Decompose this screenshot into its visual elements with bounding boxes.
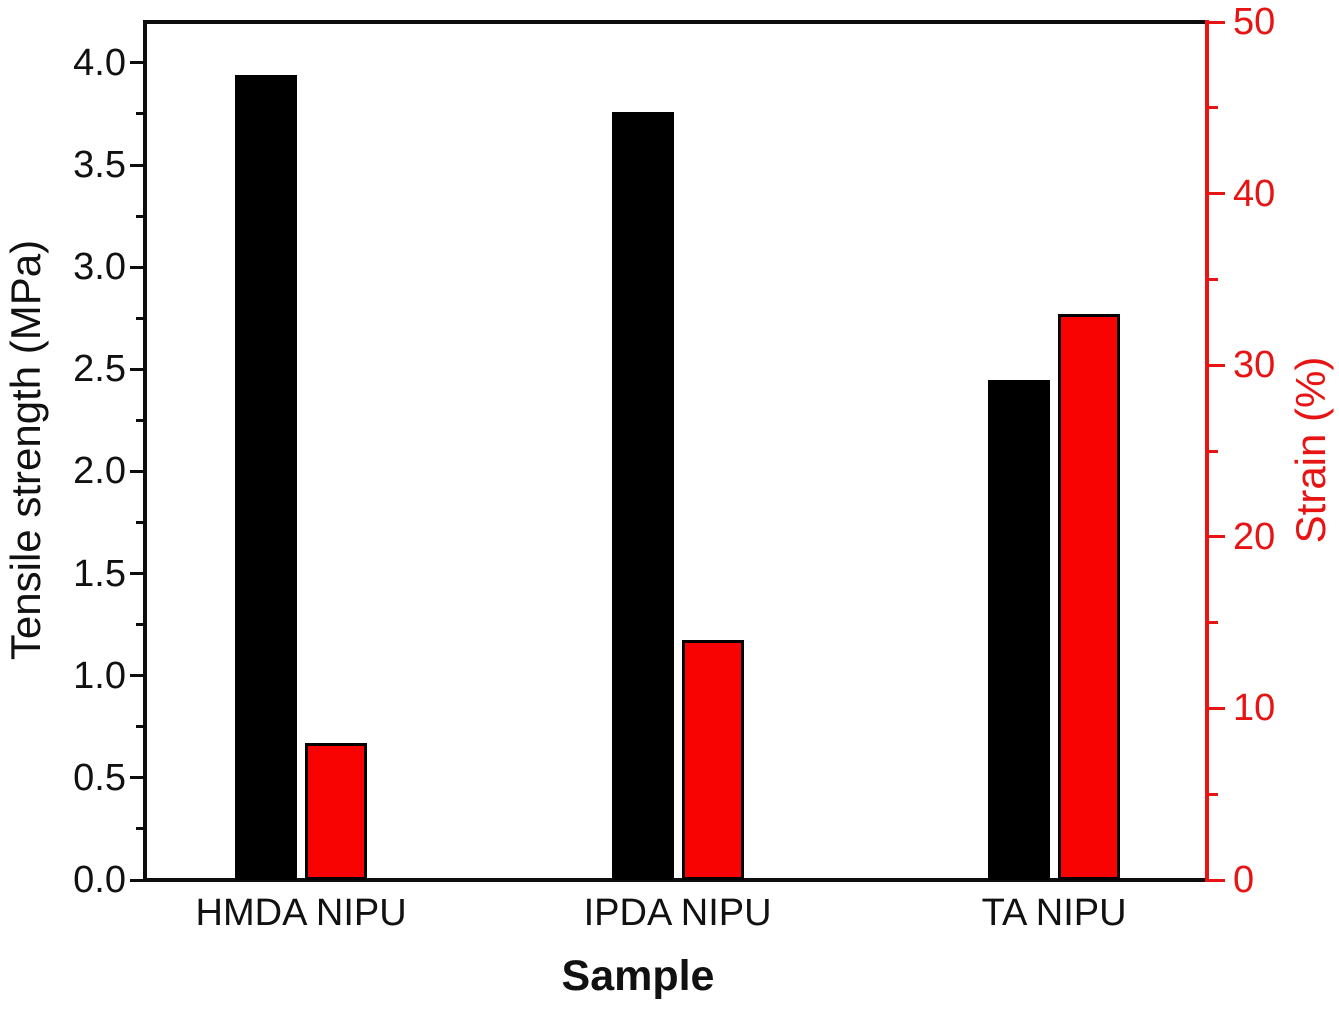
y-left-minor-tick <box>136 112 145 116</box>
y-left-tick-label: 0.5 <box>73 756 126 799</box>
bar-tensile-strength-ta-nipu <box>988 379 1051 880</box>
x-axis-title: Sample <box>561 952 715 1000</box>
y-left-minor-tick <box>136 418 145 422</box>
y-right-major-tick <box>1209 535 1225 539</box>
y-right-tick-label: 50 <box>1233 1 1276 43</box>
y-left-tick-label: 0.0 <box>73 859 126 901</box>
y-left-minor-tick <box>136 316 145 320</box>
plot-frame-top <box>143 20 1209 24</box>
y-left-major-tick <box>130 469 145 473</box>
plot-frame-bottom <box>143 878 1209 882</box>
bar-strain-ta-nipu <box>1058 313 1121 880</box>
y-right-minor-tick <box>1209 277 1218 281</box>
y-right-major-tick <box>1209 192 1225 196</box>
y-left-minor-tick <box>136 725 145 729</box>
y-left-major-tick <box>130 265 145 269</box>
y-left-major-tick <box>130 776 145 780</box>
y-left-tick-label: 4.0 <box>73 41 126 84</box>
y-right-major-tick <box>1209 706 1225 710</box>
bar-tensile-strength-ipda-nipu <box>611 111 674 880</box>
y-right-tick-label: 30 <box>1233 344 1276 387</box>
y-right-tick-label: 40 <box>1233 172 1276 215</box>
y-left-minor-tick <box>136 521 145 524</box>
x-category-label-ta-nipu: TA NIPU <box>981 892 1127 934</box>
y-left-major-tick <box>130 674 145 678</box>
y-right-major-tick <box>1209 363 1225 367</box>
plot-frame-right-red-axis <box>1205 20 1209 882</box>
y-left-tick-label: 3.0 <box>73 246 126 289</box>
bar-strain-hmda-nipu <box>305 742 368 880</box>
x-category-label-ipda-nipu: IPDA NIPU <box>583 892 772 934</box>
bar-strain-ipda-nipu <box>681 639 744 880</box>
y-left-major-tick <box>130 572 145 576</box>
y-right-tick-label: 0 <box>1233 859 1255 901</box>
y-right-minor-tick <box>1209 449 1218 453</box>
y-right-minor-tick <box>1209 106 1218 110</box>
y-left-tick-label: 2.0 <box>73 450 126 493</box>
y-left-minor-tick <box>136 827 145 831</box>
y-left-tick-label: 3.5 <box>73 144 126 186</box>
y-right-tick-label: 20 <box>1233 515 1276 558</box>
y-left-minor-tick <box>136 214 145 218</box>
y-right-tick-label: 10 <box>1233 687 1276 730</box>
y-left-tick-label: 1.0 <box>73 654 126 697</box>
y-right-minor-tick <box>1209 792 1218 796</box>
y-left-major-tick <box>130 61 145 65</box>
y-right-minor-tick <box>1209 621 1218 625</box>
y-right-major-tick <box>1209 878 1225 882</box>
x-category-label-hmda-nipu: HMDA NIPU <box>195 892 407 934</box>
y-left-major-tick <box>130 367 145 371</box>
y-left-tick-label: 1.5 <box>73 552 126 595</box>
y-left-major-tick <box>130 878 145 882</box>
y-left-tick-label: 2.5 <box>73 348 126 391</box>
plot-frame-left <box>143 20 147 882</box>
y-left-minor-tick <box>136 623 145 627</box>
y-right-major-tick <box>1209 20 1225 24</box>
bar-tensile-strength-hmda-nipu <box>235 75 298 880</box>
y-left-major-tick <box>130 163 145 167</box>
